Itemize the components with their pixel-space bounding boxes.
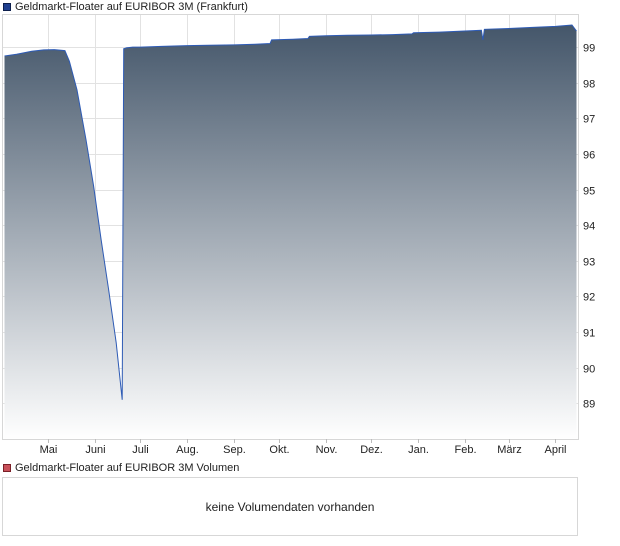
- price-legend: Geldmarkt-Floater auf EURIBOR 3M (Frankf…: [3, 0, 248, 14]
- volume-panel: keine Volumendaten vorhanden: [2, 477, 578, 536]
- y-tick-label: 96: [583, 150, 595, 162]
- y-tick-label: 99: [583, 43, 595, 55]
- x-tick-label: Juli: [132, 444, 149, 456]
- y-tick-label: 91: [583, 328, 595, 340]
- x-tick-label: Juni: [85, 444, 105, 456]
- x-tick-label: Jan.: [408, 444, 429, 456]
- price-series: [4, 24, 577, 439]
- x-tick-label: Dez.: [360, 444, 383, 456]
- x-axis-ticks: Mai Juni Juli Aug. Sep. Okt. Nov. Dez. Jan. Feb. M…: [40, 439, 567, 456]
- no-volume-message: keine Volumendaten vorhanden: [205, 500, 375, 514]
- y-tick-label: 98: [583, 79, 595, 91]
- x-tick-label: Mai: [40, 444, 58, 456]
- price-chart: 89 90 91 92 93 94 95 96 97 98 99 Mai Juni Juli Aug. Se…: [2, 14, 595, 456]
- y-tick-label: 92: [583, 292, 595, 304]
- x-tick-label: März: [497, 444, 521, 456]
- price-legend-swatch: [3, 3, 11, 11]
- x-tick-label: Feb.: [454, 444, 476, 456]
- x-tick-label: Sep.: [223, 444, 246, 456]
- volume-legend-swatch: [3, 464, 11, 472]
- volume-legend-label: Geldmarkt-Floater auf EURIBOR 3M Volumen: [15, 462, 240, 474]
- price-line: [4, 24, 577, 400]
- x-tick-label: April: [544, 444, 566, 456]
- y-tick-label: 95: [583, 186, 595, 198]
- y-tick-label: 93: [583, 257, 595, 269]
- x-tick-label: Aug.: [176, 444, 199, 456]
- volume-legend: Geldmarkt-Floater auf EURIBOR 3M Volumen: [3, 461, 239, 475]
- x-tick-label: Okt.: [269, 444, 289, 456]
- price-legend-label: Geldmarkt-Floater auf EURIBOR 3M (Frankf…: [15, 1, 248, 13]
- x-tick-label: Nov.: [316, 444, 338, 456]
- y-axis-ticks: 89 90 91 92 93 94 95 96 97 98 99: [583, 43, 595, 411]
- y-tick-label: 89: [583, 399, 595, 411]
- y-tick-label: 90: [583, 364, 595, 376]
- y-tick-label: 97: [583, 114, 595, 126]
- price-area: [4, 25, 577, 439]
- y-tick-label: 94: [583, 221, 595, 233]
